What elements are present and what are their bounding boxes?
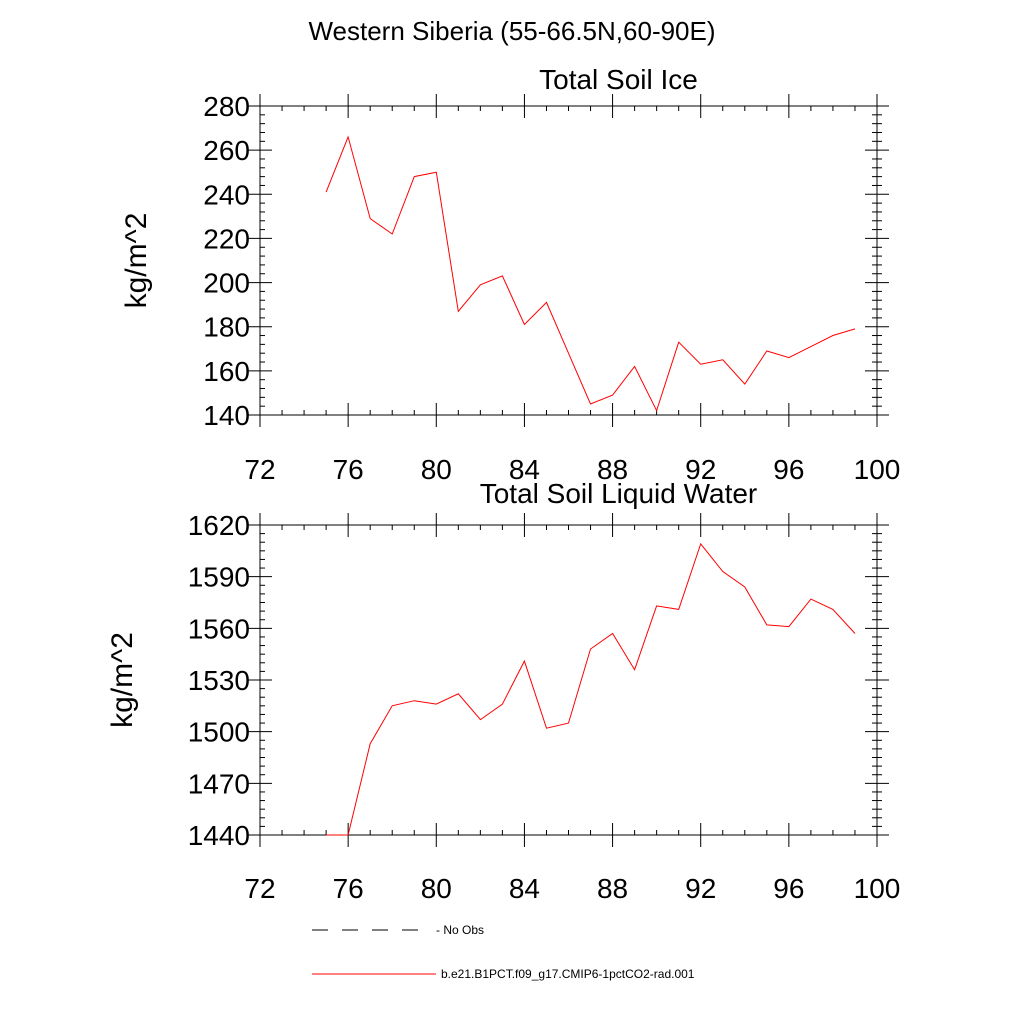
legend: - No Obs b.e21.B1PCT.f09_g17.CMIP6-1pctCO… (312, 923, 695, 981)
y-tick-label: 240 (203, 179, 250, 210)
legend-label-model-run: b.e21.B1PCT.f09_g17.CMIP6-1pctCO2-rad.00… (441, 967, 695, 981)
y-tick-label: 1560 (188, 613, 250, 644)
y-tick-label: 1620 (188, 510, 250, 541)
x-tick-label: 92 (685, 873, 716, 904)
y-tick-label: 1440 (188, 820, 250, 851)
y-axis-label: kg/m^2 (120, 213, 153, 309)
panel-title: Total Soil Ice (539, 64, 698, 95)
x-tick-label: 96 (773, 873, 804, 904)
x-tick-label: 84 (509, 873, 540, 904)
series-line-1 (326, 542, 856, 836)
y-tick-label: 1500 (188, 717, 250, 748)
x-tick-label: 84 (509, 454, 540, 485)
plot-frame (259, 524, 878, 836)
y-tick-label: 200 (203, 268, 250, 299)
y-tick-label: 160 (203, 356, 250, 387)
y-tick-label: 140 (203, 400, 250, 431)
x-tick-label: 80 (421, 454, 452, 485)
x-tick-label: 80 (421, 873, 452, 904)
y-tick-label: 180 (203, 312, 250, 343)
x-tick-label: 72 (244, 454, 275, 485)
x-tick-label: 88 (597, 454, 628, 485)
y-tick-label: 1470 (188, 768, 250, 799)
x-tick-label: 76 (333, 454, 364, 485)
legend-label-no-obs: - No Obs (436, 923, 484, 937)
figure-title: Western Siberia (55-66.5N,60-90E) (308, 16, 716, 46)
x-tick-label: 92 (685, 454, 716, 485)
panel-title: Total Soil Liquid Water (480, 478, 758, 509)
x-tick-label: 72 (244, 873, 275, 904)
y-tick-label: 1530 (188, 665, 250, 696)
x-tick-label: 100 (854, 454, 901, 485)
y-tick-label: 280 (203, 91, 250, 122)
x-tick-label: 76 (333, 873, 364, 904)
x-tick-label: 100 (854, 873, 901, 904)
y-axis-label: kg/m^2 (106, 632, 139, 728)
x-tick-label: 96 (773, 454, 804, 485)
series-line-1 (325, 135, 856, 412)
y-tick-label: 1590 (188, 562, 250, 593)
chart-panel-2: Total Soil Liquid Water kg/m^2 72 76 80 84 88 9… (106, 478, 900, 904)
x-tick-label: 88 (597, 873, 628, 904)
chart-panel-1: Total Soil Ice kg/m^2 72 76 80 84 88 92 96 100 140… (120, 64, 900, 485)
y-tick-label: 260 (203, 135, 250, 166)
y-tick-label: 220 (203, 223, 250, 254)
